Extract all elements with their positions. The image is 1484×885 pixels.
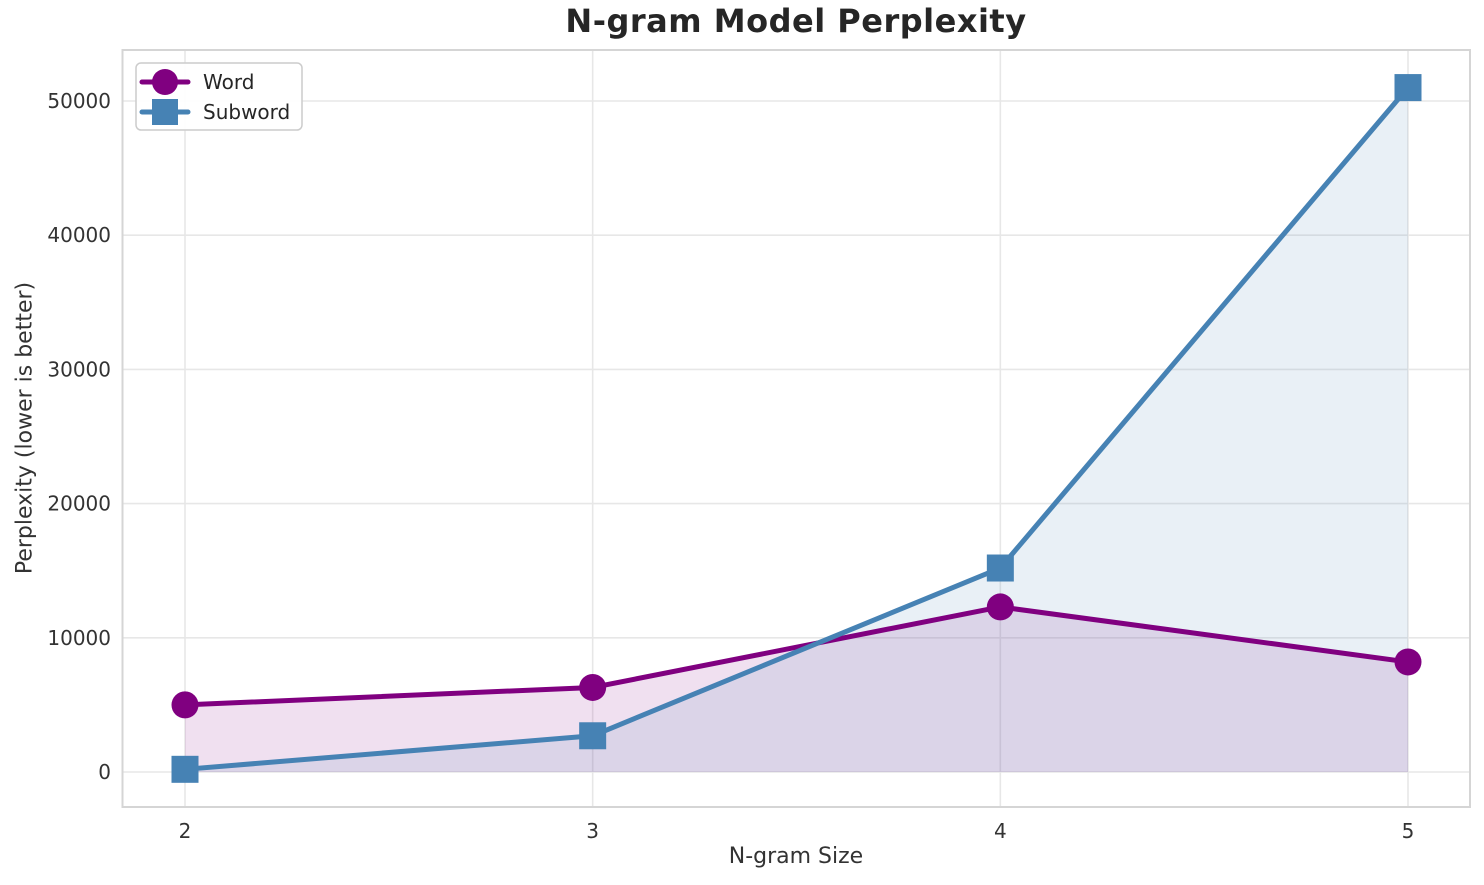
plot-border bbox=[121, 49, 1471, 808]
legend: Word Subword bbox=[135, 62, 303, 131]
word-line bbox=[182, 604, 1411, 708]
plot-background bbox=[122, 50, 1470, 807]
x-tick-label: 3 bbox=[586, 819, 599, 843]
legend-label: Subword bbox=[203, 100, 290, 124]
chart-title: N-gram Model Perplexity bbox=[565, 2, 1027, 40]
y-tick-label: 0 bbox=[98, 760, 111, 784]
subword-marker bbox=[986, 554, 1014, 582]
subword-marker bbox=[579, 722, 607, 750]
word-marker bbox=[986, 593, 1014, 621]
x-tick-label: 5 bbox=[1402, 819, 1415, 843]
y-tick-label: 30000 bbox=[47, 357, 111, 381]
legend-label: Word bbox=[203, 70, 254, 94]
y-axis-label: Perplexity (lower is better) bbox=[12, 281, 38, 575]
subword-marker bbox=[171, 755, 199, 783]
y-tick-label: 40000 bbox=[47, 223, 111, 247]
word-marker bbox=[579, 673, 607, 701]
legend-item-subword: Subword bbox=[139, 99, 290, 125]
y-tick-label: 20000 bbox=[47, 492, 111, 516]
x-axis-label: N-gram Size bbox=[728, 844, 864, 869]
word-marker bbox=[1394, 648, 1422, 676]
subword-marker bbox=[1394, 74, 1422, 102]
y-tick-label: 10000 bbox=[47, 626, 111, 650]
legend-square-marker-icon bbox=[152, 99, 178, 125]
legend-circle-marker-icon bbox=[152, 69, 178, 95]
subword-area-fill bbox=[185, 87, 1408, 772]
subword-line bbox=[182, 85, 1411, 772]
x-tick-label: 2 bbox=[179, 819, 192, 843]
x-tick-label: 4 bbox=[994, 819, 1007, 843]
legend-item-word: Word bbox=[139, 69, 254, 95]
word-marker bbox=[171, 691, 199, 719]
word-area-fill bbox=[185, 606, 1408, 772]
y-tick-label: 50000 bbox=[47, 89, 111, 113]
